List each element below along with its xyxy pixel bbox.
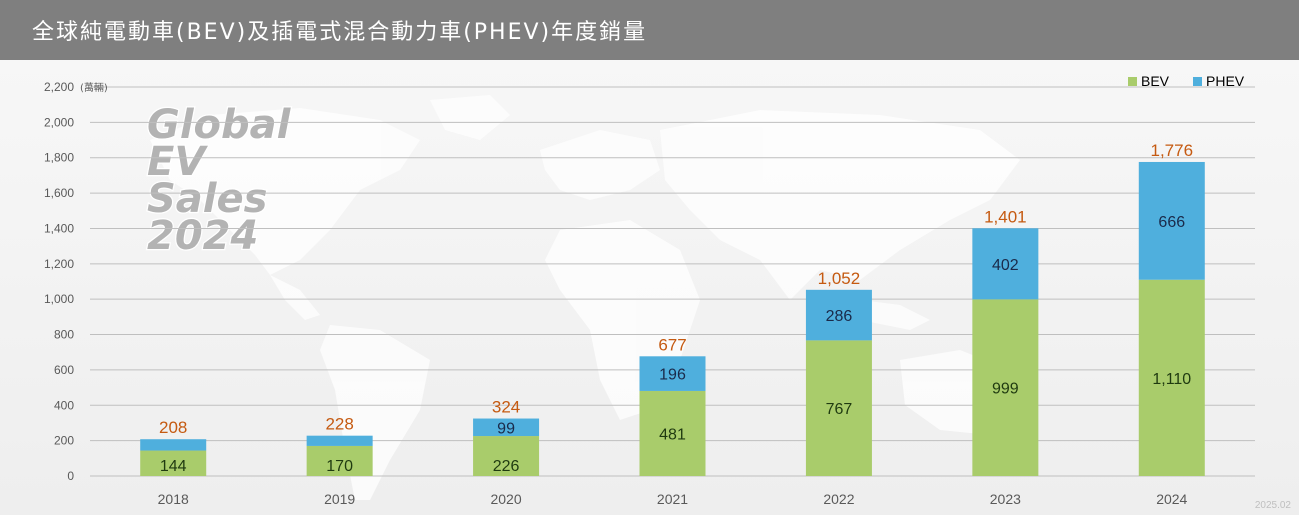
y-tick-label: 1,000 [44, 292, 74, 306]
x-tick-label: 2021 [657, 491, 688, 507]
bar-phev-2019 [306, 435, 373, 446]
x-tick-label: 2020 [490, 491, 521, 507]
y-tick-label: 600 [54, 363, 74, 377]
bar-bev-2021 [639, 390, 706, 476]
y-tick-label: 2,200 [44, 80, 74, 94]
y-tick-label: 200 [54, 434, 74, 448]
bar-phev-2023 [972, 228, 1039, 300]
phev-value-label: 402 [992, 257, 1019, 274]
total-value-label: 324 [492, 398, 520, 417]
bar-phev-2021 [639, 356, 706, 391]
x-tick-label: 2018 [158, 491, 189, 507]
phev-value-label: 666 [1158, 214, 1185, 231]
bar-bev-2019 [306, 445, 373, 476]
legend-swatch-phev [1193, 77, 1202, 86]
bev-value-label: 170 [326, 458, 353, 475]
y-tick-label: 0 [67, 469, 74, 483]
world-map-background [150, 95, 1020, 500]
date-footnote: 2025.02 [1254, 500, 1291, 511]
phev-value-label: 99 [497, 420, 515, 437]
y-axis: 0 200 400 600 800 1,000 1,200 1,400 1,600 1,800 2,… [44, 80, 108, 483]
x-tick-label: 2024 [1156, 491, 1187, 507]
bev-value-label: 144 [160, 458, 187, 475]
legend-label-bev: BEV [1141, 73, 1170, 89]
total-value-label: 1,052 [818, 269, 861, 288]
bar-bev-2020 [473, 436, 540, 476]
total-value-label: 1,776 [1151, 141, 1194, 160]
bar-bev-2022 [805, 340, 872, 476]
y-tick-label: 2,000 [44, 115, 74, 129]
x-tick-label: 2019 [324, 491, 355, 507]
phev-value-label: 196 [659, 367, 686, 384]
y-tick-label: 1,800 [44, 151, 74, 165]
total-value-label: 208 [159, 418, 187, 437]
total-value-label: 1,401 [984, 207, 1027, 226]
y-unit-label: (萬輛) [80, 81, 108, 94]
chart-title: 全球純電動車(BEV)及插電式混合動力車(PHEV)年度銷量 [32, 20, 648, 45]
bar-phev-2024 [1138, 161, 1205, 280]
y-tick-label: 1,400 [44, 221, 74, 235]
phev-value-label: 286 [826, 308, 853, 325]
legend: BEV PHEV [1128, 73, 1245, 89]
legend-label-phev: PHEV [1206, 73, 1245, 89]
bev-value-label: 767 [826, 401, 853, 418]
bev-value-label: 226 [493, 458, 520, 475]
bev-value-label: 481 [659, 426, 686, 443]
bar-bev-2018 [140, 450, 207, 476]
bev-value-label: 1,110 [1152, 371, 1191, 388]
title-bar: 全球純電動車(BEV)及插電式混合動力車(PHEV)年度銷量 [0, 0, 1299, 60]
bar-phev-2022 [805, 289, 872, 341]
y-tick-label: 400 [54, 398, 74, 412]
bar-phev-2018 [140, 439, 207, 451]
logo-text-line: EV [147, 139, 208, 185]
bar-bev-2023 [972, 299, 1039, 476]
logo-text-line: Global [147, 102, 292, 148]
x-tick-label: 2022 [823, 491, 854, 507]
logo-text-line: Sales [147, 176, 267, 222]
y-tick-label: 800 [54, 328, 74, 342]
legend-swatch-bev [1128, 77, 1137, 86]
x-axis: 2018 2019 2020 2021 2022 2023 2024 [158, 491, 1188, 507]
total-value-label: 228 [325, 415, 353, 434]
bars: 144 208 170 228 226 99 324 481 196 677 767 286 1,052… [140, 141, 1205, 476]
x-tick-label: 2023 [990, 491, 1021, 507]
bar-bev-2024 [1138, 279, 1205, 476]
chart-area: Global EV Sales 2024 0 200 400 600 800 1,000 1,20… [0, 60, 1299, 515]
bev-value-label: 999 [992, 381, 1019, 398]
bar-phev-2020 [473, 418, 540, 437]
total-value-label: 677 [658, 335, 686, 354]
logo-text-line: 2024 [147, 213, 258, 259]
y-tick-label: 1,200 [44, 257, 74, 271]
y-tick-label: 1,600 [44, 186, 74, 200]
